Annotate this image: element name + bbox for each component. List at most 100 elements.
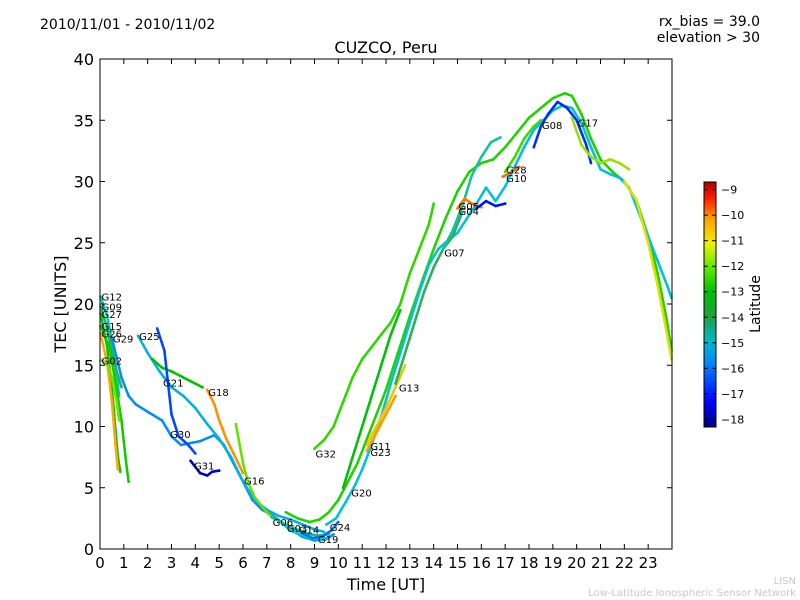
- colorbar-gradient: [703, 181, 717, 428]
- data-point-G25-7: [217, 437, 221, 441]
- x-tick-label-16: 16: [472, 554, 491, 572]
- colorbar-ticks: −9 −10 −11 −12 −13 −14 −15 −16 −17 −18: [704, 184, 744, 426]
- colorbar-tick-label--16: −16: [721, 362, 744, 375]
- data-point-G13-1: [403, 351, 407, 355]
- data-point-G06-3: [298, 529, 302, 532]
- prn-label-G20: G20: [351, 489, 371, 500]
- series-line-G29: [110, 337, 335, 542]
- data-point-G20-2: [360, 425, 364, 428]
- prn-label-G03: G03: [287, 524, 307, 535]
- data-point-G14-22: [527, 116, 531, 120]
- prn-label-G16: G16: [244, 476, 264, 487]
- x-tick-label-3: 3: [167, 554, 177, 572]
- data-point-G28-4: [539, 119, 543, 122]
- data-point-G07-6: [499, 136, 502, 139]
- data-point-G29-4: [146, 410, 149, 414]
- data-point-G03-0: [279, 520, 283, 524]
- data-point-G24-18: [494, 199, 497, 203]
- data-point-G18-4: [232, 452, 235, 455]
- data-point-G14-19: [492, 158, 495, 161]
- data-point-G14-8: [365, 437, 369, 441]
- y-tick-label-5: 5: [84, 479, 94, 498]
- prn-label-G10: G10: [506, 174, 526, 185]
- prn-label-G02: G02: [101, 356, 121, 367]
- data-point-G16-2: [246, 480, 250, 483]
- data-point-G18-2: [217, 419, 221, 422]
- data-point-G24-35: [656, 259, 659, 263]
- x-tick-label-5: 5: [214, 554, 224, 572]
- data-point-G25-4: [182, 394, 185, 398]
- data-point-G19-1: [310, 536, 314, 540]
- data-point-G20-0: [341, 486, 345, 490]
- data-point-G02-2: [110, 376, 114, 379]
- data-point-trace-30-4: [663, 321, 667, 324]
- data-point-G25-0: [136, 334, 140, 338]
- data-point-G32-12: [427, 223, 431, 226]
- data-point-G31-2: [206, 474, 209, 477]
- data-point-G24-21: [522, 145, 526, 149]
- series-line-G30: [155, 327, 197, 455]
- data-point-G13-3: [422, 290, 426, 294]
- data-point-G16-0: [234, 422, 238, 426]
- series-line-G15: [99, 324, 130, 483]
- data-point-G26-3: [114, 443, 117, 447]
- data-point-G24-31: [618, 176, 621, 180]
- data-point-G14-28: [589, 137, 593, 140]
- data-point-G14-35: [665, 321, 669, 324]
- data-point-G03-2: [298, 533, 302, 536]
- data-point-G24-2: [344, 501, 347, 504]
- data-point-G06-2: [289, 525, 293, 529]
- data-point-G03-1: [289, 529, 293, 532]
- data-point-G14-18: [480, 161, 483, 165]
- colorbar-label: Latitude: [748, 275, 764, 333]
- data-point-G24-26: [570, 106, 574, 110]
- data-point-G14-29: [599, 158, 602, 161]
- data-point-G21-3: [182, 376, 185, 379]
- data-point-G09-3: [115, 370, 118, 373]
- data-point-G30-3: [177, 435, 180, 438]
- data-point-G12-1: [105, 315, 109, 318]
- x-tick-label-7: 7: [262, 554, 272, 572]
- data-point-G24-19: [503, 185, 507, 188]
- data-point-G15-1: [108, 345, 111, 349]
- data-point-G14-5: [337, 498, 340, 502]
- prn-label-G23: G23: [370, 448, 390, 459]
- x-axis-label: Time [UT]: [346, 575, 425, 594]
- y-axis: 0 5 10 15 20 25 30 35 40: [74, 50, 672, 559]
- y-tick-label-35: 35: [74, 111, 94, 130]
- colorbar-tick-label--9: −9: [721, 184, 737, 197]
- data-point-G24-17: [484, 186, 488, 189]
- data-point-G32-6: [370, 345, 374, 349]
- data-point-G04-1: [484, 199, 488, 203]
- y-tick-label-25: 25: [74, 234, 94, 253]
- x-tick-label-6: 6: [238, 554, 248, 572]
- data-point-G14-26: [570, 94, 574, 98]
- data-point-G21-0: [151, 357, 154, 361]
- y-tick-label-30: 30: [74, 173, 94, 192]
- data-point-G10-2: [518, 165, 521, 169]
- x-tick-label-13: 13: [400, 554, 419, 572]
- data-point-G14-27: [580, 112, 583, 116]
- data-point-G24-27: [580, 121, 583, 124]
- colorbar-tick-label--18: −18: [721, 413, 744, 426]
- x-tick-label-12: 12: [376, 554, 395, 572]
- data-point-G28-3: [532, 125, 536, 128]
- prn-label-G25: G25: [139, 332, 159, 343]
- data-point-G14-25: [563, 92, 567, 95]
- colorbar-tick-label--10: −10: [721, 209, 744, 222]
- colorbar-tick-label--13: −13: [721, 286, 744, 299]
- series-line-G32: [313, 202, 435, 450]
- data-point-G19-2: [320, 535, 323, 539]
- data-point-G14-0: [284, 511, 288, 514]
- data-point-G32-8: [389, 321, 393, 324]
- data-point-G07-1: [451, 229, 455, 232]
- prn-label-G29: G29: [113, 334, 133, 345]
- y-axis-label: TEC [UNITS]: [51, 256, 70, 354]
- prn-label-G30: G30: [170, 430, 190, 441]
- data-point-G28-1: [513, 155, 516, 159]
- x-tick-label-14: 14: [424, 554, 443, 572]
- data-point-G14-24: [551, 96, 555, 100]
- data-point-G25-13: [289, 518, 293, 521]
- data-point-G15-4: [124, 462, 128, 465]
